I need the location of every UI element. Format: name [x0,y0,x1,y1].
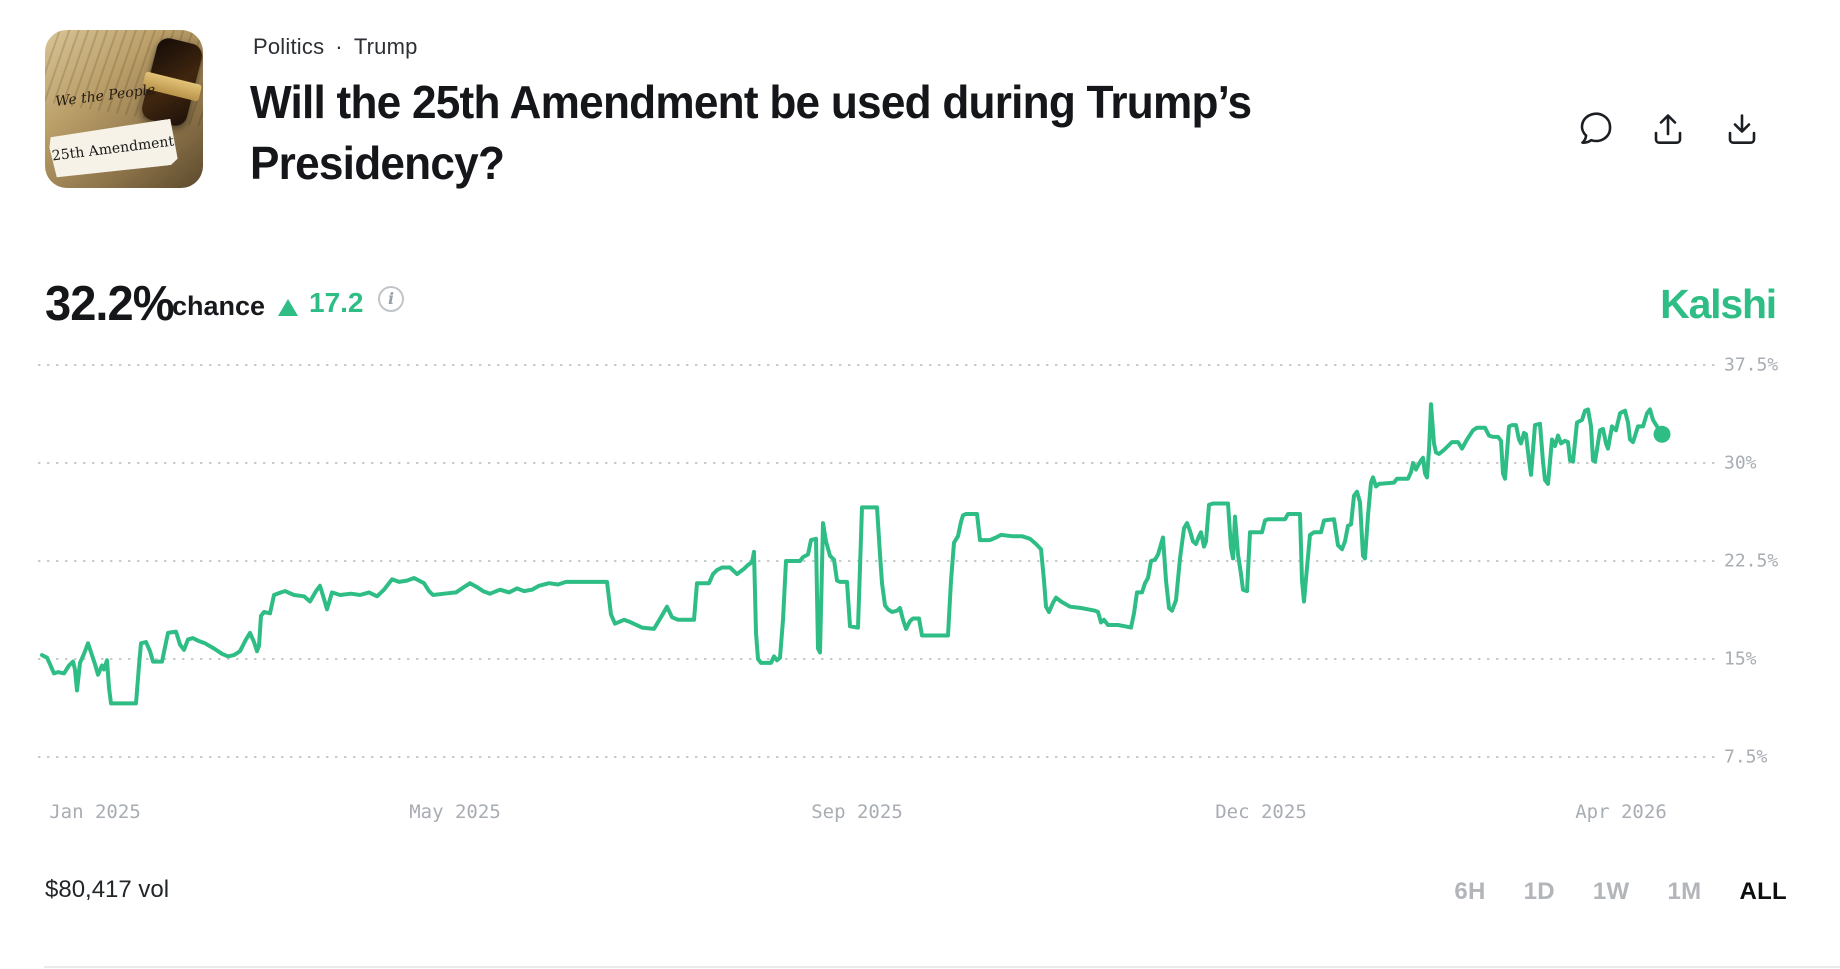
range-button-6h[interactable]: 6H [1454,878,1486,905]
chance-line [40,402,1664,706]
breadcrumb-subcategory[interactable]: Trump [353,34,418,59]
download-button[interactable] [1722,110,1762,150]
latest-point-dot [1653,425,1671,443]
time-range-selector: 6H 1D 1W 1M ALL [1454,878,1787,906]
gridline [38,364,1716,366]
range-button-1w[interactable]: 1W [1592,878,1630,905]
download-icon [1728,114,1756,144]
chance-label: chance [172,291,266,321]
page-title-line2: Presidency? [250,137,505,189]
gridline [38,462,1716,464]
x-axis-label: May 2025 [409,801,501,823]
page-title: Will the 25th Amendment be used during T… [250,72,1252,194]
range-button-1d[interactable]: 1D [1523,878,1555,905]
market-thumbnail: We the People 25th Amendment [45,30,203,188]
y-axis-label: 15% [1724,648,1757,670]
breadcrumb-separator: · [335,34,343,59]
gridline [38,658,1716,660]
gridline [38,560,1716,562]
x-axis-label: Sep 2025 [811,801,903,823]
share-button[interactable] [1648,110,1688,150]
change-value: 17.2 [309,287,364,318]
breadcrumb: Politics · Trump [253,34,418,60]
y-axis-label: 22.5% [1724,550,1779,572]
x-axis-label: Dec 2025 [1215,801,1307,823]
range-button-all[interactable]: ALL [1739,878,1787,905]
y-axis-label: 30% [1724,452,1757,474]
breadcrumb-category[interactable]: Politics [253,34,325,59]
comment-button[interactable] [1576,110,1616,150]
gridline [38,756,1716,758]
page-title-line1: Will the 25th Amendment be used during T… [250,76,1252,128]
x-axis-label: Jan 2025 [49,801,141,823]
y-axis-label: 37.5% [1724,354,1779,376]
y-axis-label: 7.5% [1724,746,1768,768]
bottom-divider [44,966,1840,968]
info-icon[interactable]: i [378,286,404,312]
range-button-1m[interactable]: 1M [1667,878,1702,905]
volume-text: $80,417 vol [45,876,170,903]
comment-icon [1580,112,1612,144]
kalshi-logo: Kalshi [1660,281,1777,327]
x-axis-label: Apr 2026 [1575,801,1667,823]
up-triangle-icon [278,299,298,316]
share-icon [1654,114,1682,144]
chance-value: 32.2% [45,277,175,331]
